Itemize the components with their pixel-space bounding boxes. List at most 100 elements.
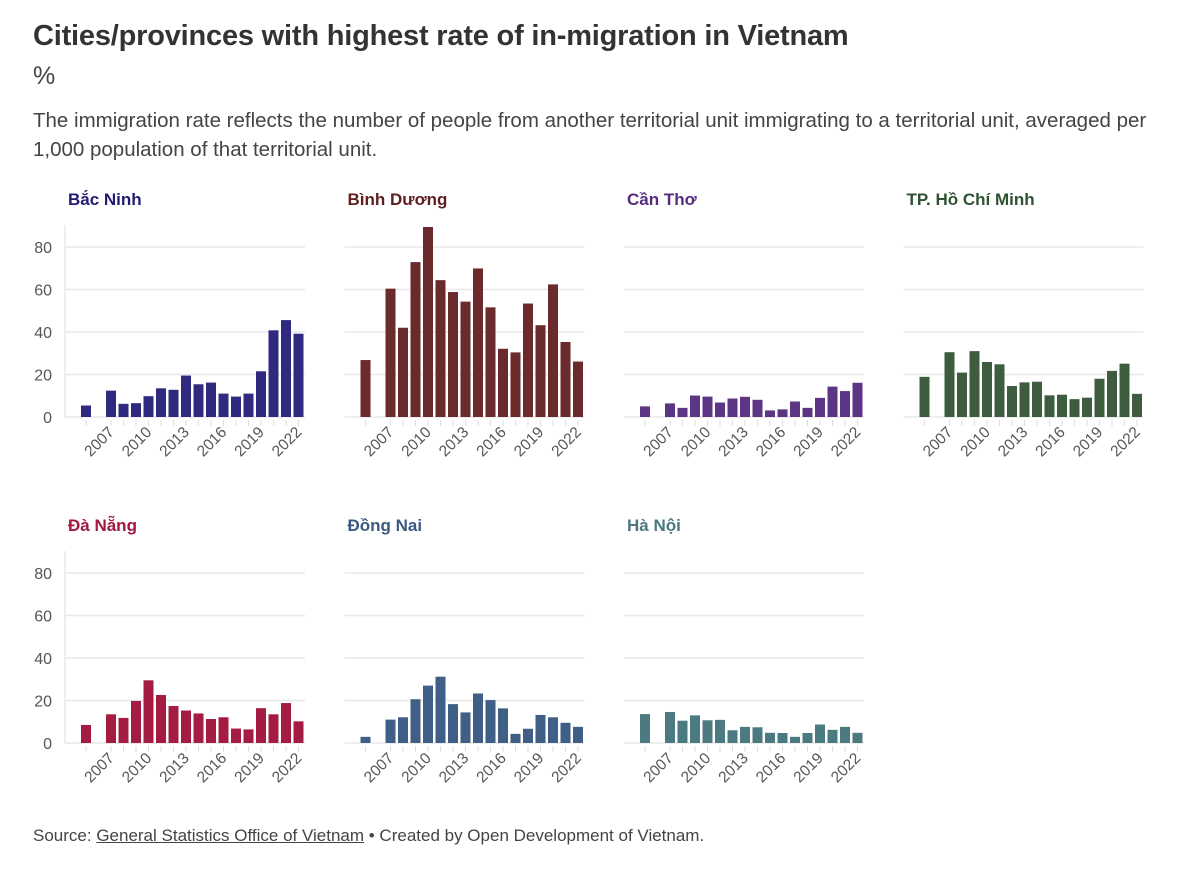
- bar-2015: [765, 410, 775, 417]
- source-note: Source: General Statistics Office of Vie…: [33, 826, 704, 846]
- x-tick-label: 2022: [269, 424, 305, 460]
- x-tick-label: 2010: [678, 750, 715, 787]
- bar-2017: [510, 352, 521, 417]
- bar-2022: [1132, 393, 1142, 417]
- bar-2005: [360, 736, 371, 743]
- x-tick-label: 2022: [548, 750, 584, 786]
- bar-2016: [218, 393, 229, 417]
- chart-subtitle: The immigration rate reflects the number…: [33, 109, 1147, 161]
- bar-2010: [982, 361, 992, 417]
- bar-2008: [118, 717, 129, 743]
- bar-2009: [131, 700, 141, 743]
- panel-title: Đà Nẵng: [68, 515, 137, 535]
- bar-2008: [677, 720, 688, 743]
- bar-2020: [1107, 370, 1117, 417]
- bar-2008: [118, 403, 129, 417]
- bar-2018: [523, 728, 533, 743]
- x-tick-label: 2016: [753, 750, 789, 786]
- x-tick-label: 2007: [361, 750, 397, 786]
- x-tick-label: 2022: [828, 750, 864, 786]
- x-tick-label: 2010: [398, 750, 435, 787]
- bar-2016: [498, 708, 508, 743]
- bar-2013: [460, 712, 471, 743]
- bar-2007: [106, 714, 116, 743]
- bar-2019: [815, 397, 825, 417]
- bar-2018: [802, 733, 813, 743]
- x-tick-label: 2013: [156, 750, 192, 786]
- bar-2022: [293, 333, 304, 417]
- bar-2022: [852, 382, 863, 417]
- y-tick-label: 20: [34, 694, 52, 711]
- source-link[interactable]: General Statistics Office of Vietnam: [96, 826, 365, 845]
- bar-2009: [410, 262, 421, 417]
- bar-2014: [752, 399, 763, 417]
- y-tick-label: 40: [34, 325, 52, 342]
- panel-title: Cần Thơ: [627, 190, 698, 209]
- bar-2018: [243, 393, 254, 417]
- x-tick-label: 2007: [640, 424, 676, 460]
- bar-2017: [790, 736, 800, 743]
- bar-2005: [640, 406, 650, 417]
- bar-2008: [957, 372, 967, 417]
- bar-2013: [740, 726, 750, 743]
- x-tick-label: 2022: [828, 424, 864, 460]
- bar-2017: [510, 733, 521, 743]
- bar-2010: [702, 720, 713, 743]
- bar-2009: [410, 699, 421, 743]
- x-tick-label: 2019: [790, 424, 826, 460]
- bar-2007: [944, 352, 955, 417]
- x-tick-label: 2013: [715, 424, 751, 460]
- bar-2020: [548, 717, 558, 743]
- bar-2013: [181, 710, 191, 743]
- x-tick-label: 2019: [511, 750, 547, 786]
- bar-2018: [243, 729, 254, 743]
- bar-2009: [690, 395, 700, 417]
- credit-text: • Created by Open Development of Vietnam…: [364, 826, 705, 845]
- bar-2010: [423, 227, 433, 417]
- bar-2011: [994, 364, 1005, 417]
- bar-2011: [715, 719, 725, 743]
- bar-2016: [218, 717, 229, 743]
- bar-2014: [752, 727, 763, 743]
- x-tick-label: 2010: [957, 424, 994, 461]
- bar-2020: [827, 386, 838, 417]
- bar-2011: [156, 694, 166, 743]
- bar-2017: [1069, 399, 1080, 417]
- bar-2005: [81, 405, 91, 417]
- bar-2022: [852, 732, 863, 743]
- bar-2018: [1082, 397, 1092, 417]
- bar-2008: [677, 407, 688, 417]
- bar-2005: [640, 714, 650, 743]
- x-tick-label: 2019: [511, 424, 547, 460]
- panel--n-ng: Đà Nẵng 0 20 40 60 80 2007 2010 2013 2016 2019 2022: [34, 515, 305, 786]
- x-tick-label: 2013: [436, 424, 472, 460]
- bar-2011: [156, 388, 166, 417]
- bar-2015: [206, 718, 216, 743]
- bar-2009: [969, 351, 980, 417]
- bar-2020: [548, 284, 558, 417]
- bar-2011: [715, 402, 725, 417]
- chart-title: Cities/provinces with highest rate of in…: [33, 20, 849, 52]
- bar-2021: [281, 320, 291, 417]
- panel--ng-nai: Đồng Nai 2007 2010 2013 2016 2019 2022: [344, 516, 585, 787]
- bar-2012: [727, 730, 738, 743]
- bar-2022: [293, 721, 304, 743]
- bar-2010: [143, 680, 154, 743]
- x-tick-label: 2016: [473, 424, 509, 460]
- bar-2014: [473, 693, 483, 743]
- bar-2015: [485, 700, 496, 743]
- bar-2007: [106, 390, 116, 417]
- panel-tp-h-ch-minh: TP. Hồ Chí Minh 2007 2010 2013 2016 2019 2022: [903, 190, 1144, 461]
- y-tick-label: 0: [43, 736, 52, 753]
- x-tick-label: 2022: [269, 750, 305, 786]
- bar-2007: [385, 719, 396, 743]
- bar-2020: [268, 330, 279, 417]
- bar-2016: [777, 733, 788, 743]
- y-tick-label: 80: [34, 566, 52, 583]
- bar-2011: [435, 280, 446, 417]
- bar-2019: [535, 325, 546, 417]
- y-tick-label: 0: [43, 410, 52, 427]
- bar-2010: [423, 685, 433, 743]
- bar-2013: [740, 396, 750, 417]
